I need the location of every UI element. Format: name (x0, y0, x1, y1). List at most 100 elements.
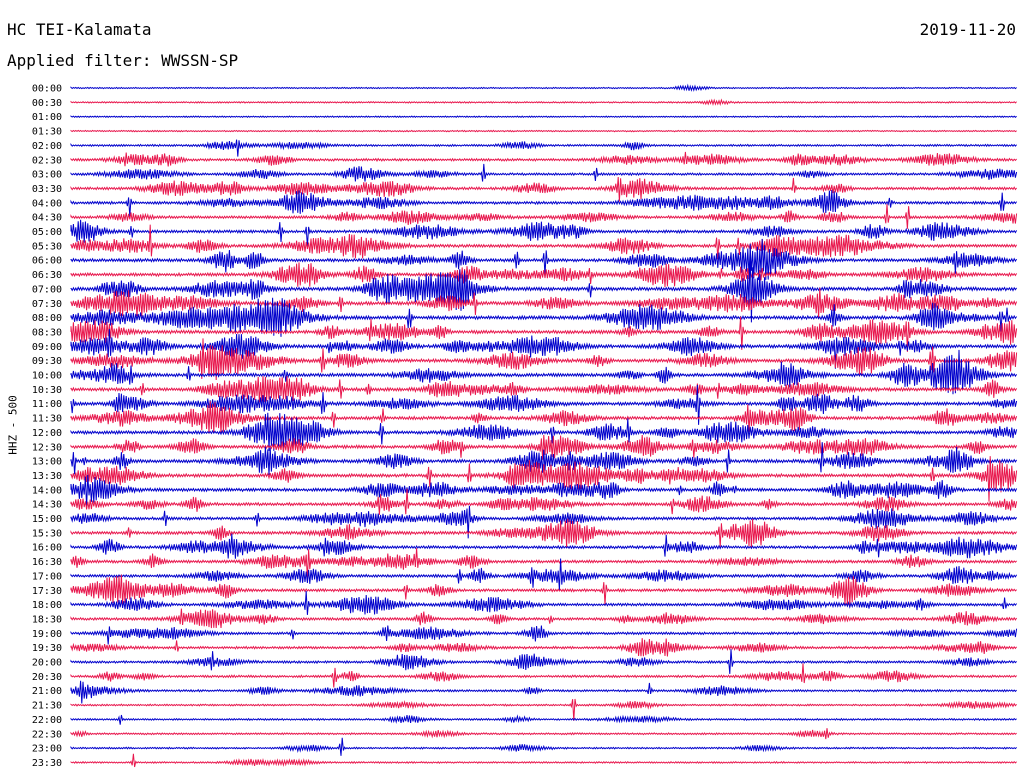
row-time-label: 16:00 (32, 543, 62, 554)
row-time-label: 04:30 (32, 213, 62, 224)
row-time-label: 08:00 (32, 313, 62, 324)
trace-line (70, 663, 1017, 688)
row-time-label: 07:30 (32, 299, 62, 310)
row-time-label: 06:30 (32, 270, 62, 281)
row-time-label: 03:00 (32, 170, 62, 181)
trace-line (70, 400, 1018, 434)
trace-line (70, 548, 1017, 580)
row-time-label: 12:00 (32, 428, 62, 439)
row-time-label: 06:00 (32, 256, 62, 267)
row-time-label: 05:00 (32, 227, 62, 238)
row-time-label: 11:00 (32, 399, 62, 410)
trace-line (70, 434, 1018, 460)
trace-line (70, 287, 1018, 319)
trace-line (70, 638, 1017, 657)
row-time-label: 01:00 (32, 112, 62, 123)
date-label: 2019-11-20 (919, 20, 1016, 39)
row-time-label: 01:30 (32, 127, 62, 138)
trace-line (70, 176, 1017, 202)
trace-line (70, 219, 1018, 248)
trace-line (70, 204, 1018, 229)
row-time-label: 19:00 (32, 629, 62, 640)
trace-line (70, 442, 1018, 476)
row-time-label: 18:30 (32, 614, 62, 625)
trace-line (70, 224, 1018, 260)
row-time-label: 09:30 (32, 356, 62, 367)
trace-line (70, 139, 1017, 157)
row-time-label: 21:00 (32, 686, 62, 697)
row-time-label: 17:00 (32, 571, 62, 582)
row-time-label: 20:00 (32, 658, 62, 669)
row-time-label: 07:00 (32, 284, 62, 295)
trace-group (70, 83, 1018, 768)
trace-line (70, 98, 1017, 106)
tick-label-group: 00:00 00:30 01:00 01:30 02:00 02:30 03:00 03:30… (32, 84, 62, 769)
trace-line (70, 680, 1017, 704)
trace-line (70, 129, 1017, 133)
trace-line (70, 83, 1017, 92)
trace-line (70, 163, 1018, 182)
trace-line (70, 328, 1017, 369)
trace-line (70, 505, 1018, 539)
trace-line (70, 297, 1018, 337)
row-time-label: 08:30 (32, 327, 62, 338)
row-time-label: 13:00 (32, 457, 62, 468)
trace-line (70, 625, 1018, 645)
row-time-label: 00:00 (32, 84, 62, 95)
trace-line (70, 384, 1018, 425)
row-time-label: 22:30 (32, 729, 62, 740)
trace-line (70, 349, 1018, 395)
trace-line (70, 238, 1018, 281)
row-time-label: 02:00 (32, 141, 62, 152)
row-time-label: 09:00 (32, 342, 62, 353)
row-time-label: 14:30 (32, 500, 62, 511)
trace-line (70, 189, 1018, 217)
trace-line (70, 412, 1018, 452)
row-time-label: 23:00 (32, 744, 62, 755)
row-time-label: 10:00 (32, 371, 62, 382)
row-time-label: 17:30 (32, 586, 62, 597)
trace-line (70, 456, 1018, 502)
trace-line (70, 574, 1017, 606)
trace-line (70, 488, 1018, 515)
trace-line (70, 590, 1018, 615)
trace-line (70, 558, 1018, 591)
trace-line (70, 737, 1017, 756)
row-time-label: 15:00 (32, 514, 62, 525)
trace-line (70, 714, 1017, 725)
trace-line (70, 474, 1018, 508)
row-time-label: 22:00 (32, 715, 62, 726)
trace-line (70, 728, 1017, 740)
filter-label: Applied filter: WWSSN-SP (7, 51, 239, 70)
row-time-label: 13:30 (32, 471, 62, 482)
trace-line (70, 698, 1017, 721)
row-time-label: 02:30 (32, 155, 62, 166)
row-time-label: 15:30 (32, 528, 62, 539)
row-time-label: 23:30 (32, 758, 62, 769)
row-time-label: 11:30 (32, 414, 62, 425)
trace-line (70, 533, 1018, 559)
trace-line (70, 262, 1018, 288)
row-time-label: 16:30 (32, 557, 62, 568)
trace-line (70, 115, 1017, 119)
station-title: HC TEI-Kalamata (7, 20, 152, 39)
row-time-label: 12:30 (32, 442, 62, 453)
row-time-label: 18:00 (32, 600, 62, 611)
trace-line (70, 338, 1018, 381)
row-time-label: 05:30 (32, 241, 62, 252)
trace-line (70, 151, 1017, 167)
row-time-label: 14:00 (32, 485, 62, 496)
trace-line (70, 376, 1018, 403)
trace-line (70, 753, 1017, 768)
row-time-label: 03:30 (32, 184, 62, 195)
trace-line (70, 649, 1017, 674)
trace-line (70, 243, 1018, 323)
trace-line (70, 518, 1018, 549)
row-time-label: 21:30 (32, 701, 62, 712)
trace-line (70, 316, 1018, 352)
row-time-label: 20:30 (32, 672, 62, 683)
row-time-label: 19:30 (32, 643, 62, 654)
trace-line (70, 608, 1018, 629)
row-time-label: 10:30 (32, 385, 62, 396)
